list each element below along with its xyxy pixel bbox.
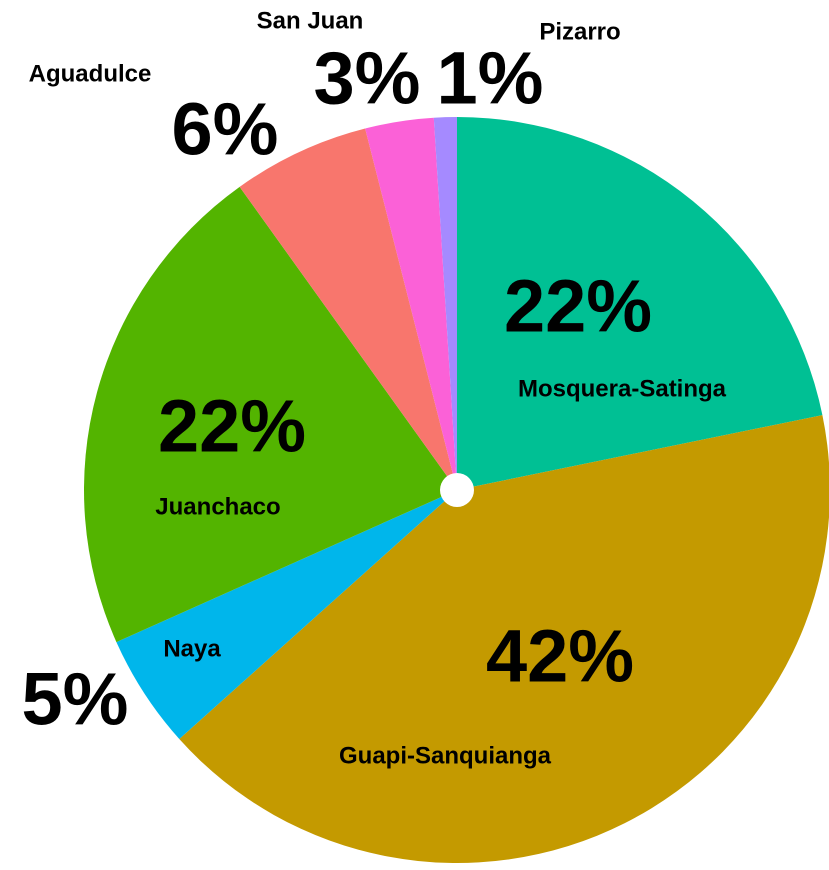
pie-slice [179,415,829,863]
value-label: 22% [158,385,306,468]
value-label: 22% [504,265,652,348]
category-label: Naya [163,635,221,662]
value-label: 5% [22,658,129,741]
value-label: 1% [437,37,544,120]
value-label: 6% [172,88,279,171]
category-label: San Juan [257,7,364,34]
pie-slice [457,117,823,490]
pie-slice [433,117,457,490]
category-label: Guapi-Sanquianga [339,742,552,769]
category-label: Juanchaco [155,493,280,520]
center-hole [440,473,474,507]
value-label: 42% [486,615,634,698]
pie-slice [84,186,458,643]
category-label: Pizarro [539,18,620,45]
pie-slice [116,490,457,740]
pie-slice [365,117,457,491]
value-label: 3% [314,37,421,120]
category-label: Mosquera-Satinga [518,375,727,402]
pie-slice [239,128,457,490]
category-label: Aguadulce [29,60,152,87]
